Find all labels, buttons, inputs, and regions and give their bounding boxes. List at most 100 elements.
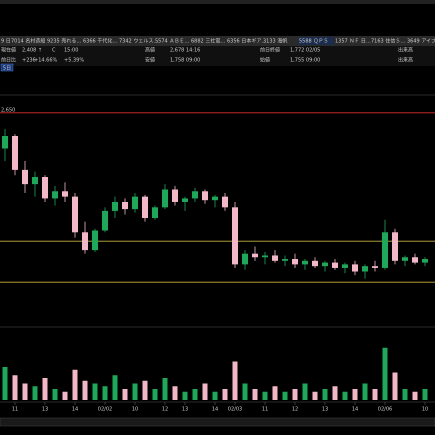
quote-field: 出来高 — [398, 57, 413, 64]
period-button[interactable] — [0, 63, 14, 72]
candle-body — [302, 260, 308, 265]
quote-field: 1,758 09:00 — [170, 58, 200, 64]
volume-bar — [282, 391, 288, 400]
candle-body — [132, 196, 138, 210]
date-label: 14 — [72, 407, 78, 413]
quote-field: 15:00 — [64, 48, 78, 54]
candle-body — [62, 191, 68, 197]
volume-bar — [2, 367, 8, 400]
tab-bar — [0, 36, 435, 46]
quote-field: 2,408 ↑ — [22, 48, 42, 54]
quote-field: 安値 — [145, 57, 155, 64]
volume-bar — [22, 383, 28, 400]
volume-bar — [342, 391, 348, 400]
tab[interactable]: 7163 住信Ｓ… — [371, 38, 405, 45]
quote-panel — [0, 46, 435, 66]
tab[interactable]: 7342 ウェルス… — [119, 38, 158, 45]
date-label: 13 — [182, 407, 188, 413]
tab[interactable]: 5588 ＱＰＳ — [299, 39, 328, 45]
candle-body — [332, 262, 338, 268]
candle-body — [32, 177, 38, 185]
candle-body — [212, 196, 218, 201]
date-label: 12 — [292, 407, 298, 413]
candle-body — [392, 232, 398, 261]
date-label: 12 — [162, 407, 168, 413]
candle-body — [202, 191, 208, 201]
volume-bar — [352, 389, 358, 400]
candle-body — [192, 191, 198, 199]
tab[interactable]: 9 日 — [1, 39, 11, 45]
tab[interactable]: 3649 アイブラ… — [407, 38, 435, 45]
volume-bar — [242, 383, 248, 400]
quote-field: 始値 — [260, 57, 270, 64]
volume-bar — [12, 375, 18, 400]
scroll-bar[interactable] — [0, 417, 435, 427]
volume-bar — [152, 389, 158, 400]
volume-bar — [212, 391, 218, 400]
candle-body — [2, 136, 8, 149]
volume-bar — [162, 378, 168, 400]
date-label: 14 — [212, 407, 218, 413]
volume-bar — [392, 372, 398, 400]
volume-bar — [102, 386, 108, 400]
candle-body — [222, 196, 228, 208]
volume-bar — [142, 380, 148, 400]
volume-bar — [72, 369, 78, 400]
candle-body — [82, 232, 88, 251]
candle-body — [52, 191, 58, 199]
candle-body — [112, 201, 118, 211]
candle-body — [312, 260, 318, 267]
volume-bar — [312, 391, 318, 400]
quote-field: +5.39% — [64, 58, 84, 64]
tab-active[interactable] — [298, 37, 334, 45]
volume-bar — [132, 383, 138, 400]
volume-bar — [412, 391, 418, 400]
candle-body — [292, 259, 298, 265]
volume-bar — [262, 391, 268, 400]
date-label: 02/03 — [228, 407, 242, 413]
tab[interactable]: 3133 海帆 — [263, 38, 287, 45]
tab[interactable]: 6882 三社電… — [191, 38, 225, 45]
date-label: 10 — [422, 407, 428, 413]
tab[interactable]: 1357 ＮＦ 日… — [335, 39, 371, 45]
candle-body — [122, 201, 128, 210]
period-label: 5日 — [3, 66, 11, 72]
level-label: 2,650 — [1, 107, 15, 113]
candle-body — [152, 207, 158, 219]
quote-field: 高値 — [145, 47, 155, 54]
tab[interactable]: 6356 日本ギア… — [227, 38, 266, 45]
candle-body — [252, 253, 258, 258]
tab[interactable]: 7014 名村造船 — [11, 38, 45, 45]
tab[interactable]: 6366 千代化… — [83, 38, 117, 45]
tab[interactable]: 9235 売れる… — [47, 38, 81, 45]
volume-bar — [122, 389, 128, 400]
candle-body — [92, 230, 98, 251]
candle-body — [232, 207, 238, 265]
volume-bar — [182, 391, 188, 400]
quote-field: 前日比 — [1, 57, 16, 64]
volume-bar — [322, 389, 328, 400]
volume-bar — [272, 386, 278, 400]
quote-field: +14.66% — [34, 58, 58, 64]
volume-bar — [372, 389, 378, 400]
volume-bar — [402, 389, 408, 400]
volume-bar — [382, 347, 388, 400]
candle-body — [412, 257, 418, 263]
quote-field: C — [52, 48, 56, 54]
candle-body — [142, 196, 148, 219]
volume-bar — [32, 386, 38, 400]
date-label: 13 — [322, 407, 328, 413]
candle-body — [172, 189, 178, 202]
tab[interactable]: 5574 ＡＢＥ… — [155, 39, 189, 45]
candle-body — [422, 259, 428, 263]
candle-body — [342, 264, 348, 268]
date-label: 10 — [132, 407, 138, 413]
candle-body — [242, 253, 248, 265]
candle-body — [42, 177, 48, 199]
volume-bar — [192, 389, 198, 400]
volume-bar — [292, 389, 298, 400]
candle-body — [322, 262, 328, 267]
volume-bar — [62, 391, 68, 400]
date-label: 02/06 — [378, 407, 392, 413]
